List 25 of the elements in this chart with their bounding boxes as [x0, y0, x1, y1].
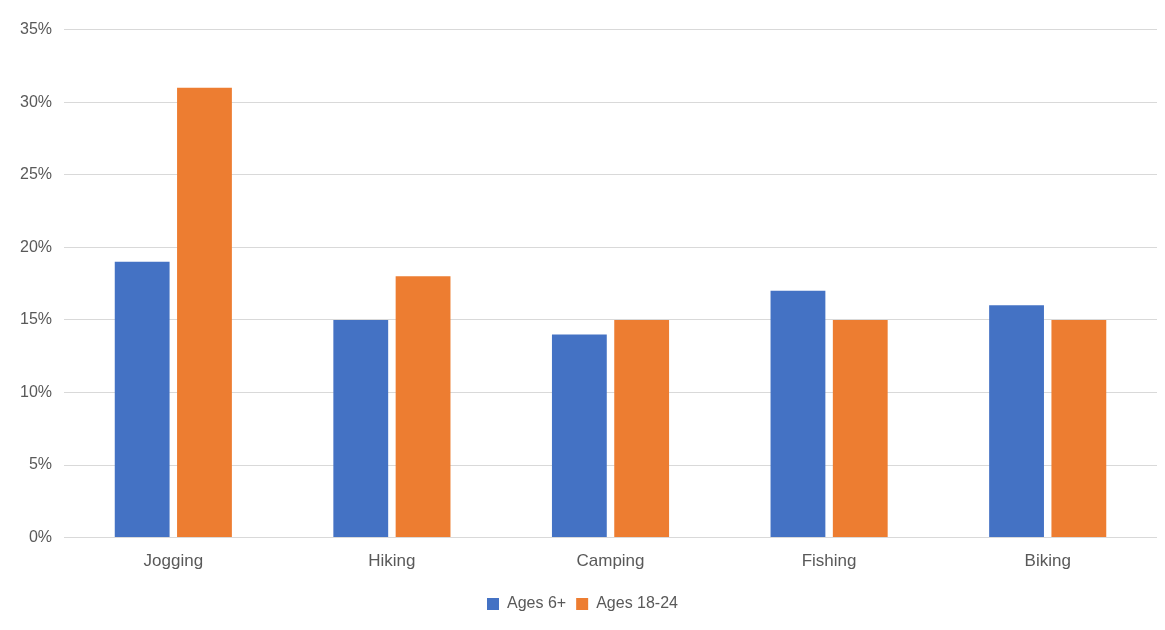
y-tick-label: 15%	[19, 310, 53, 328]
legend-label: Ages 18-24	[596, 594, 679, 612]
y-tick-label: 25%	[19, 165, 53, 183]
bar	[177, 87, 232, 538]
bar	[114, 261, 170, 538]
bar	[551, 334, 607, 538]
legend-label: Ages 6+	[507, 594, 567, 612]
bar	[770, 290, 826, 538]
y-tick-label: 20%	[19, 237, 53, 255]
y-tick-label: 30%	[19, 92, 53, 110]
bar	[832, 319, 888, 538]
bar	[1051, 319, 1107, 538]
x-tick-label: Fishing	[801, 551, 857, 571]
y-tick-label: 10%	[19, 382, 53, 400]
bar	[395, 276, 451, 538]
bar	[989, 305, 1044, 538]
x-tick-label: Jogging	[143, 551, 204, 571]
y-tick-label: 5%	[28, 455, 53, 473]
x-tick-label: Hiking	[368, 551, 416, 571]
x-tick-label: Camping	[576, 551, 645, 571]
bar	[614, 319, 670, 538]
y-tick-label: 35%	[19, 20, 53, 38]
y-tick-label: 0%	[28, 528, 53, 546]
x-tick-label: Biking	[1024, 551, 1071, 571]
bar	[333, 319, 389, 538]
